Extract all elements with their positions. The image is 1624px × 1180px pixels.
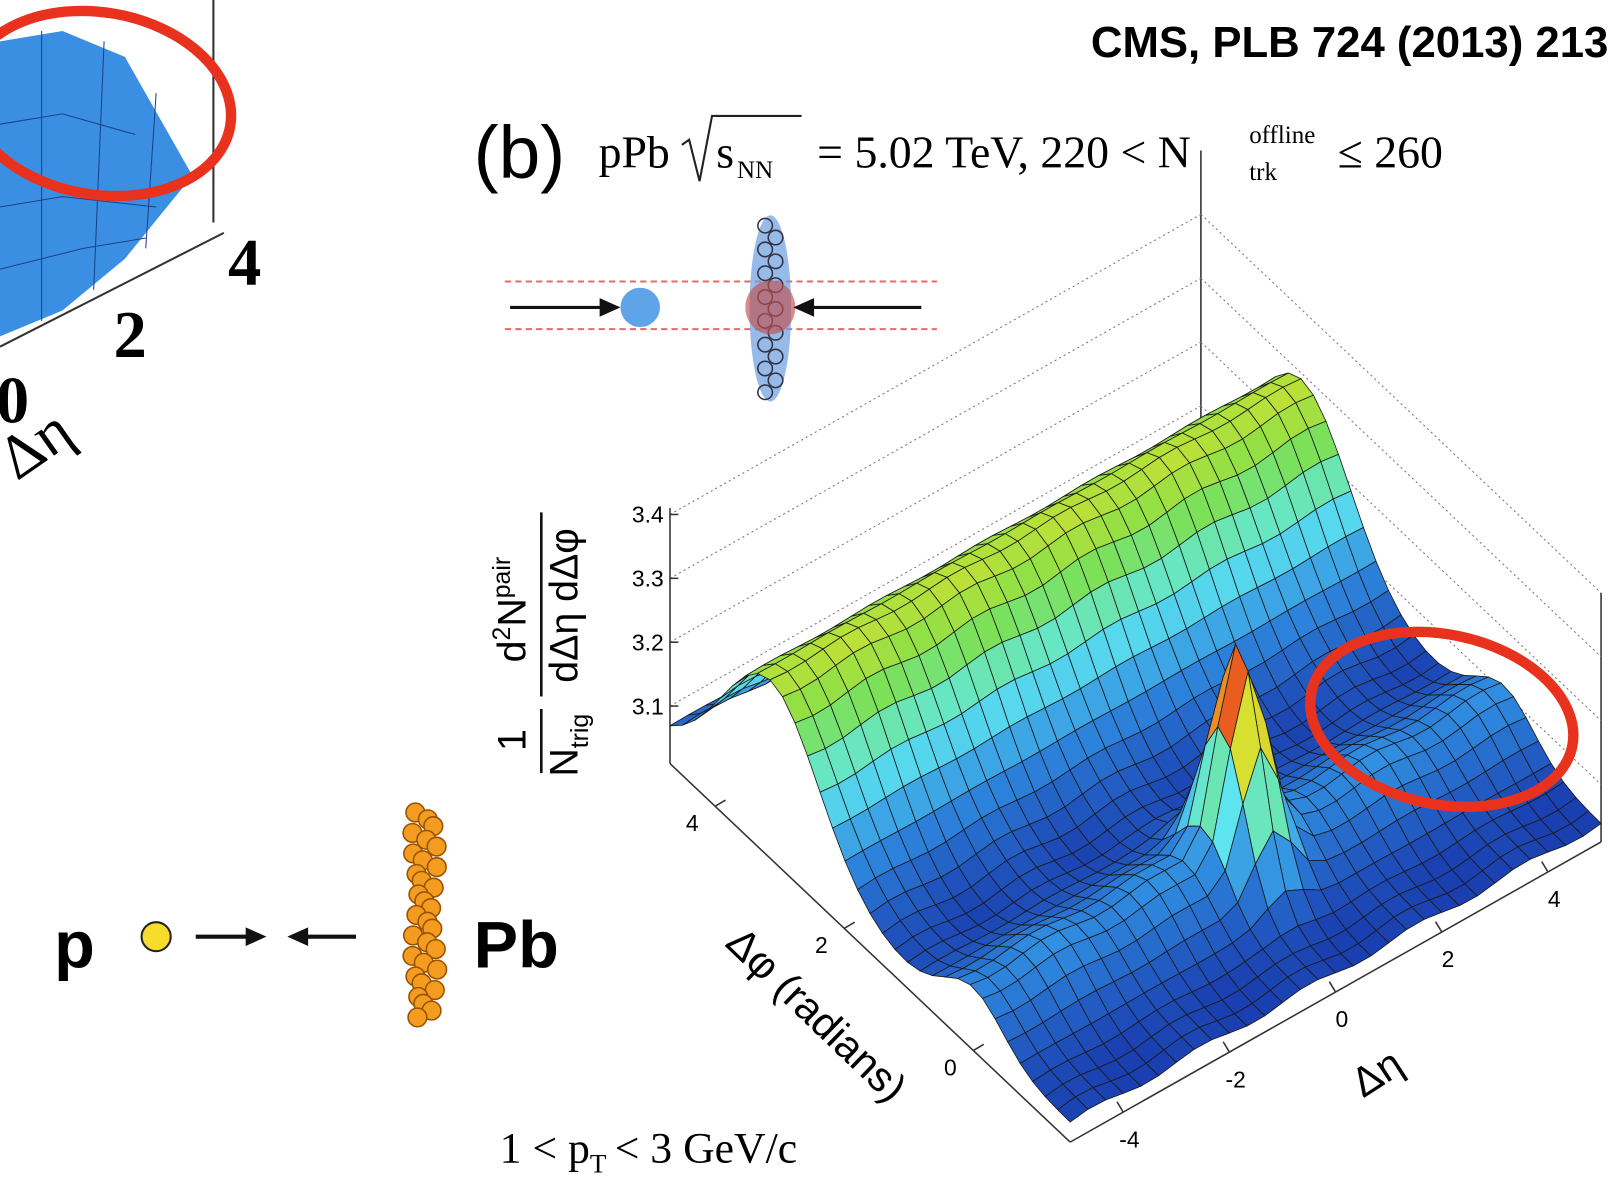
projectile-label: p — [54, 909, 95, 983]
title-energy: = 5.02 TeV, 220 < N — [817, 127, 1191, 178]
eta-tick-label: -2 — [1225, 1066, 1245, 1092]
eta-tick-label: 2 — [1442, 946, 1455, 972]
y-label-numerator: 1 — [491, 729, 535, 751]
surface-cell — [1057, 1096, 1089, 1123]
title-n-sup: offline — [1249, 122, 1315, 149]
tick-mark — [972, 1043, 985, 1052]
axis-line — [669, 762, 1071, 1143]
phi-tick-label: 4 — [686, 810, 699, 836]
grid-line — [1200, 341, 1602, 722]
tick-mark — [843, 921, 856, 930]
d: d — [491, 640, 535, 662]
proton-sketch — [620, 287, 660, 328]
highlight-ellipse — [1305, 626, 1579, 812]
z-tick-label: 3.1 — [632, 693, 664, 719]
pt-sub: T — [590, 1149, 607, 1179]
nucleon — [767, 229, 784, 246]
panel-a-surface — [0, 31, 193, 337]
z-tick-label: 3.3 — [632, 566, 664, 592]
pair: pair — [488, 557, 516, 598]
z-tick-label: 3.4 — [632, 502, 664, 528]
back-wall — [669, 182, 1201, 764]
tick-mark — [1434, 921, 1443, 933]
tick-mark — [1116, 1101, 1124, 1113]
panel-label: (b) — [474, 110, 566, 194]
arrow-head — [599, 298, 621, 317]
nucleon — [767, 253, 784, 270]
panel-a-tick: 2 — [113, 299, 146, 372]
nucleon — [757, 241, 774, 258]
nucleon — [757, 360, 774, 377]
n: N — [543, 748, 587, 776]
y-label-denominator: Ntrig — [543, 714, 595, 777]
tick-mark — [1328, 981, 1337, 993]
y-label-numerator: d2Npair — [488, 557, 535, 663]
arrow-head — [793, 298, 815, 317]
panel-a-tick: 4 — [228, 227, 261, 300]
nucleon — [767, 372, 784, 389]
nucleon — [757, 265, 774, 282]
tick-mark — [1541, 861, 1549, 873]
power: 2 — [488, 627, 516, 641]
nucleon — [427, 959, 448, 980]
n: N — [491, 598, 535, 626]
y-label-denominator: dΔη dΔφ — [543, 528, 587, 683]
pt-rest: < 3 GeV/c — [615, 1124, 797, 1172]
radical — [681, 114, 802, 182]
panel-a-tick: 0 — [0, 364, 29, 437]
highlight-ellipse — [0, 5, 237, 202]
target-label: Pb — [474, 909, 559, 983]
grid-line — [1200, 277, 1602, 658]
citation: CMS, PLB 724 (2013) 213 — [1091, 19, 1608, 67]
title-system: pPb — [599, 127, 670, 178]
eta-tick-label: 4 — [1548, 886, 1561, 912]
nucleon — [767, 348, 784, 365]
title-sqrt-s-sub: NN — [737, 157, 773, 184]
nucleon — [757, 217, 774, 234]
lead-nucleus — [402, 802, 448, 1028]
nucleon — [407, 1007, 428, 1028]
arrow-head — [287, 927, 309, 946]
eta-axis-label: Δη — [1342, 1039, 1410, 1106]
nucleon — [425, 939, 446, 960]
panel-a-axis — [0, 231, 225, 348]
overlap-region — [745, 280, 796, 335]
title-n-sub: trk — [1249, 159, 1277, 186]
tick-mark — [1222, 1041, 1231, 1053]
arrow-head — [245, 927, 267, 946]
title-sqrt-s: s — [716, 127, 734, 178]
title-range-end: ≤ 260 — [1338, 127, 1443, 178]
nucleon — [757, 336, 774, 353]
tick-mark — [714, 799, 726, 807]
phi-tick-label: 0 — [944, 1054, 957, 1080]
pt-lead: 1 < p — [500, 1124, 590, 1172]
z-tick-label: 3.2 — [632, 630, 664, 656]
proton — [140, 921, 172, 953]
trig: trig — [566, 714, 594, 749]
y-axis-label: 1 Ntrig d2Npair dΔη dΔφ — [488, 512, 595, 777]
nucleon — [757, 384, 774, 401]
nucleon — [426, 836, 447, 857]
phi-tick-label: 2 — [815, 932, 828, 958]
eta-tick-label: 0 — [1335, 1006, 1348, 1032]
grid-line — [1200, 213, 1602, 594]
grid-line — [1200, 405, 1602, 785]
eta-tick-label: -4 — [1119, 1126, 1140, 1152]
pt-cut: 1 < pT < 3 GeV/c — [500, 1124, 797, 1178]
nucleon — [426, 857, 447, 878]
